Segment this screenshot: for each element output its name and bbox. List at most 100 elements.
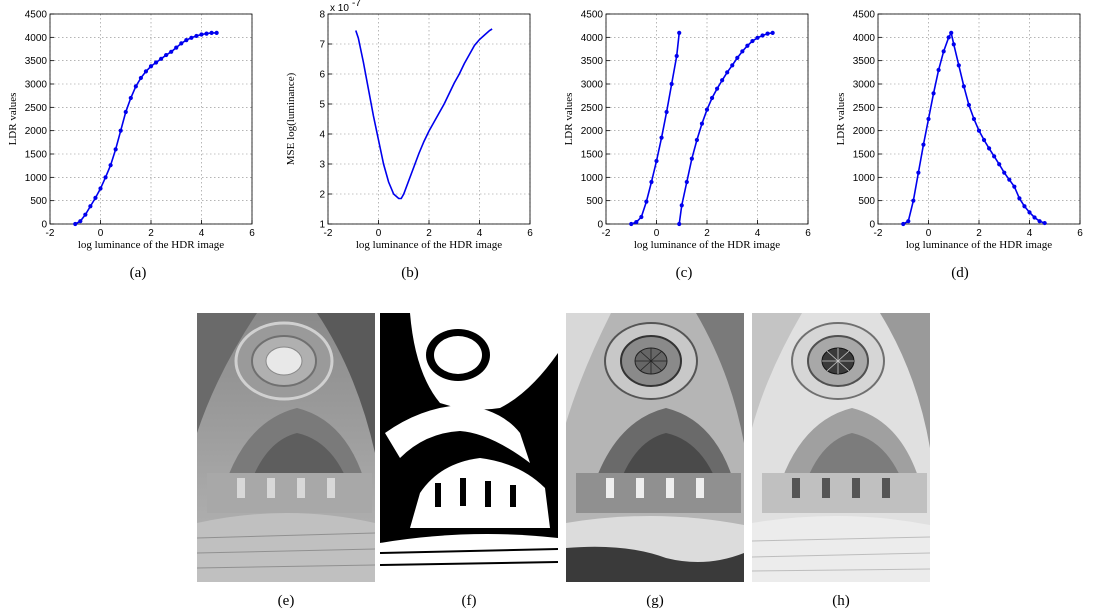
data-point bbox=[1027, 210, 1032, 215]
data-point bbox=[966, 102, 971, 108]
y-tick-label: 1000 bbox=[853, 173, 876, 184]
data-point bbox=[199, 32, 204, 37]
y-tick-label: 3000 bbox=[581, 80, 604, 91]
data-point bbox=[997, 162, 1002, 167]
y-tick-label: 3 bbox=[319, 160, 325, 171]
y-tick-label: 4500 bbox=[581, 10, 604, 21]
y-axis-label: LDR values bbox=[7, 93, 19, 146]
caption-b: (b) bbox=[401, 265, 419, 281]
data-point bbox=[987, 146, 992, 151]
y-tick-label: 2500 bbox=[581, 103, 604, 114]
y-tick-label: 0 bbox=[597, 220, 603, 231]
y-tick-label: 1 bbox=[319, 220, 325, 231]
x-tick-label: 6 bbox=[249, 228, 255, 239]
y-tick-label: 1000 bbox=[25, 173, 48, 184]
scale-label: x 10 bbox=[330, 3, 349, 14]
x-axis-label: log luminance of the HDR image bbox=[906, 239, 1052, 251]
data-point bbox=[750, 38, 755, 44]
data-point bbox=[951, 42, 956, 47]
x-tick-label: 2 bbox=[148, 228, 154, 239]
data-point bbox=[644, 199, 649, 204]
image-f-binary bbox=[380, 313, 558, 582]
x-tick-label: -2 bbox=[46, 228, 55, 239]
y-tick-label: 2000 bbox=[25, 126, 48, 137]
data-point bbox=[108, 163, 113, 168]
x-tick-label: 6 bbox=[1077, 228, 1083, 239]
y-tick-label: 500 bbox=[858, 196, 875, 207]
y-tick-label: 3000 bbox=[25, 80, 48, 91]
y-tick-label: 4500 bbox=[853, 10, 876, 21]
y-tick-label: 5 bbox=[319, 100, 325, 111]
data-point bbox=[159, 56, 164, 61]
data-point bbox=[949, 30, 954, 35]
data-point bbox=[669, 81, 674, 87]
x-tick-label: 4 bbox=[1027, 228, 1033, 239]
y-tick-label: 0 bbox=[869, 220, 875, 231]
data-point bbox=[654, 158, 659, 164]
data-point bbox=[1042, 220, 1047, 226]
y-tick-label: 4000 bbox=[25, 33, 48, 44]
x-tick-label: 6 bbox=[805, 228, 811, 239]
y-tick-label: 8 bbox=[319, 10, 325, 21]
data-point bbox=[956, 63, 961, 68]
image-e-tonemapped bbox=[197, 313, 375, 582]
data-point bbox=[123, 109, 128, 115]
x-tick-label: 2 bbox=[704, 228, 710, 239]
x-tick-label: 4 bbox=[755, 228, 761, 239]
data-point bbox=[128, 95, 133, 101]
series-line bbox=[678, 32, 773, 225]
y-tick-label: 4000 bbox=[853, 33, 876, 44]
data-point bbox=[179, 41, 184, 46]
y-axis-label: LDR values bbox=[563, 93, 575, 146]
data-point bbox=[941, 49, 946, 54]
y-tick-label: 4000 bbox=[581, 33, 604, 44]
data-point bbox=[911, 198, 916, 203]
chart-d: -2 0 2 4 6 0 500 1000 1500 2000 2500 3000 3500 4000 45… bbox=[830, 0, 1100, 262]
data-point bbox=[204, 31, 209, 36]
data-point bbox=[1002, 170, 1007, 175]
data-point bbox=[93, 195, 98, 200]
data-point bbox=[981, 137, 987, 143]
x-tick-label: -2 bbox=[874, 228, 883, 239]
y-tick-label: 1500 bbox=[581, 150, 604, 161]
caption-h: (h) bbox=[832, 593, 850, 609]
scale-exponent: -7 bbox=[352, 0, 361, 9]
data-point bbox=[659, 135, 664, 140]
data-point bbox=[153, 60, 159, 65]
caption-f: (f) bbox=[461, 593, 477, 609]
data-point bbox=[709, 95, 715, 101]
data-point bbox=[971, 116, 977, 122]
data-point bbox=[765, 31, 770, 36]
data-point bbox=[1022, 204, 1027, 209]
x-tick-label: 6 bbox=[527, 228, 533, 239]
x-tick-label: 0 bbox=[654, 228, 660, 239]
data-point bbox=[901, 221, 906, 227]
x-tick-label: 4 bbox=[199, 228, 205, 239]
chart-a: -2 0 2 4 6 0 500 1000 1500 2000 2500 3000 3500 4000 45… bbox=[2, 0, 272, 262]
x-tick-label: 0 bbox=[926, 228, 932, 239]
data-point bbox=[113, 147, 118, 152]
data-point bbox=[755, 35, 760, 40]
data-point bbox=[143, 69, 149, 74]
y-tick-label: 500 bbox=[30, 196, 47, 207]
y-tick-label: 2000 bbox=[581, 126, 604, 137]
y-tick-label: 0 bbox=[41, 220, 47, 231]
y-tick-label: 3500 bbox=[581, 56, 604, 67]
y-tick-label: 7 bbox=[319, 40, 325, 51]
data-point bbox=[174, 45, 179, 50]
data-point bbox=[699, 121, 705, 126]
data-point bbox=[946, 35, 951, 40]
caption-g: (g) bbox=[646, 593, 664, 609]
y-tick-label: 6 bbox=[319, 70, 325, 81]
caption-c: (c) bbox=[675, 265, 693, 281]
image-g-inverse-tonemapped bbox=[566, 313, 744, 582]
x-tick-label: 0 bbox=[376, 228, 382, 239]
y-tick-label: 2500 bbox=[853, 103, 876, 114]
data-point bbox=[677, 221, 682, 227]
x-tick-label: -2 bbox=[602, 228, 611, 239]
x-tick-label: 2 bbox=[426, 228, 432, 239]
y-tick-label: 2 bbox=[319, 190, 325, 201]
x-axis-label: log luminance of the HDR image bbox=[356, 239, 502, 251]
data-point bbox=[639, 214, 644, 220]
y-tick-label: 4 bbox=[319, 130, 325, 141]
